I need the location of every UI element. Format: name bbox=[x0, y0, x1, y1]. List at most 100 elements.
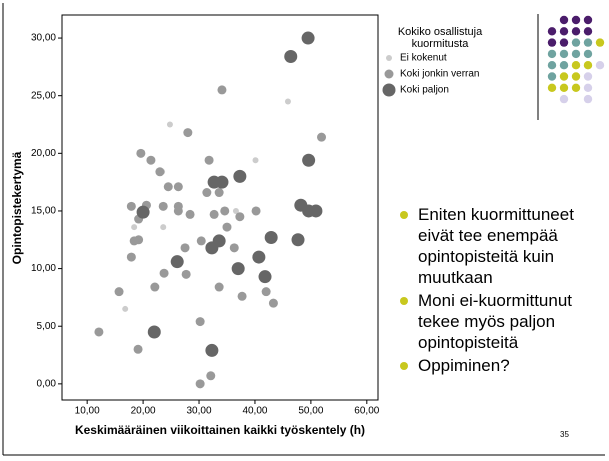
x-tick-label: 40,00 bbox=[242, 406, 267, 417]
point bbox=[131, 224, 138, 231]
decor-dot bbox=[571, 83, 581, 93]
point bbox=[251, 206, 261, 216]
x-tick-label: 60,00 bbox=[354, 406, 379, 417]
x-axis-label: Keskimääräinen viikoittainen kaikki työs… bbox=[74, 423, 366, 437]
bullet: Eniten kuormittuneet eivät tee enempää o… bbox=[398, 204, 603, 288]
decor-dot bbox=[547, 27, 557, 36]
point bbox=[122, 305, 129, 312]
point bbox=[229, 243, 239, 253]
point bbox=[235, 212, 245, 222]
x-tick-label: 50,00 bbox=[298, 406, 323, 417]
decor-dot bbox=[595, 38, 605, 47]
point bbox=[217, 85, 227, 95]
point bbox=[206, 371, 216, 381]
y-tick-label: 0,00 bbox=[37, 379, 57, 390]
point bbox=[214, 188, 224, 198]
point bbox=[163, 182, 173, 192]
y-tick-label: 10,00 bbox=[31, 263, 56, 274]
decor-dot bbox=[559, 83, 569, 93]
decor-dot bbox=[559, 15, 569, 25]
point bbox=[317, 132, 327, 142]
point bbox=[220, 206, 230, 216]
point bbox=[202, 188, 212, 198]
point bbox=[291, 233, 305, 247]
decor-dot bbox=[583, 94, 593, 104]
legend-label: Ei kokenut bbox=[400, 53, 447, 64]
decor-dot bbox=[583, 15, 593, 25]
x-tick-label: 30,00 bbox=[187, 406, 212, 417]
point bbox=[204, 155, 214, 165]
point bbox=[94, 327, 104, 337]
point bbox=[183, 128, 193, 138]
point bbox=[129, 236, 139, 246]
point bbox=[258, 270, 272, 284]
decor-dot bbox=[583, 72, 593, 81]
decor-dot bbox=[571, 72, 581, 81]
point bbox=[222, 222, 232, 232]
decor-dot bbox=[559, 38, 569, 47]
point bbox=[136, 148, 146, 158]
x-tick-label: 20,00 bbox=[131, 406, 156, 417]
x-tick-label: 10,00 bbox=[75, 406, 100, 417]
point bbox=[166, 121, 173, 128]
decor-dot bbox=[547, 83, 557, 93]
point bbox=[150, 282, 160, 292]
plot-frame bbox=[61, 14, 379, 401]
y-tick-label: 25,00 bbox=[31, 90, 56, 101]
point bbox=[237, 291, 247, 301]
point bbox=[252, 250, 266, 264]
y-tick-label: 30,00 bbox=[31, 33, 56, 44]
point bbox=[147, 325, 161, 339]
decor-dot bbox=[559, 27, 569, 36]
legend-marker bbox=[386, 55, 392, 61]
point bbox=[158, 201, 168, 211]
point bbox=[155, 167, 165, 177]
decor-dot bbox=[571, 27, 581, 36]
point bbox=[126, 201, 136, 211]
point bbox=[205, 343, 219, 357]
decor-dot bbox=[559, 49, 569, 59]
point bbox=[185, 209, 195, 219]
decor-dot bbox=[571, 60, 581, 70]
decor-dot bbox=[559, 94, 569, 104]
point bbox=[195, 379, 205, 389]
point bbox=[284, 98, 291, 105]
bullet-list: Eniten kuormittuneet eivät tee enempää o… bbox=[398, 204, 603, 378]
y-tick-label: 5,00 bbox=[37, 321, 57, 332]
point bbox=[114, 287, 124, 297]
y-axis-label: Opintopistekertymä bbox=[10, 151, 24, 264]
y-tick-label: 20,00 bbox=[31, 148, 56, 159]
decor-dot bbox=[571, 15, 581, 25]
decor-dot bbox=[583, 83, 593, 93]
decor-dot bbox=[547, 49, 557, 59]
point bbox=[209, 209, 219, 219]
point bbox=[268, 298, 278, 308]
bullet: Oppiminen? bbox=[398, 355, 603, 376]
decor-dot bbox=[571, 38, 581, 47]
decor-dot bbox=[583, 49, 593, 59]
decor-dot bbox=[559, 72, 569, 81]
point bbox=[309, 204, 323, 218]
point bbox=[302, 153, 316, 167]
point bbox=[160, 224, 167, 231]
point bbox=[205, 241, 219, 255]
point bbox=[196, 236, 206, 246]
legend-marker bbox=[382, 83, 396, 97]
point bbox=[170, 255, 184, 269]
point bbox=[215, 175, 229, 189]
point bbox=[146, 155, 156, 165]
point bbox=[180, 243, 190, 253]
point bbox=[126, 252, 136, 262]
point bbox=[233, 169, 247, 183]
point bbox=[214, 282, 224, 292]
page-number: 35 bbox=[560, 430, 569, 439]
decoration bbox=[547, 15, 605, 104]
decor-dot bbox=[547, 60, 557, 70]
point bbox=[284, 49, 298, 63]
point bbox=[181, 269, 191, 279]
legend-marker bbox=[384, 69, 394, 79]
point bbox=[173, 182, 183, 192]
y-tick-label: 15,00 bbox=[31, 206, 56, 217]
